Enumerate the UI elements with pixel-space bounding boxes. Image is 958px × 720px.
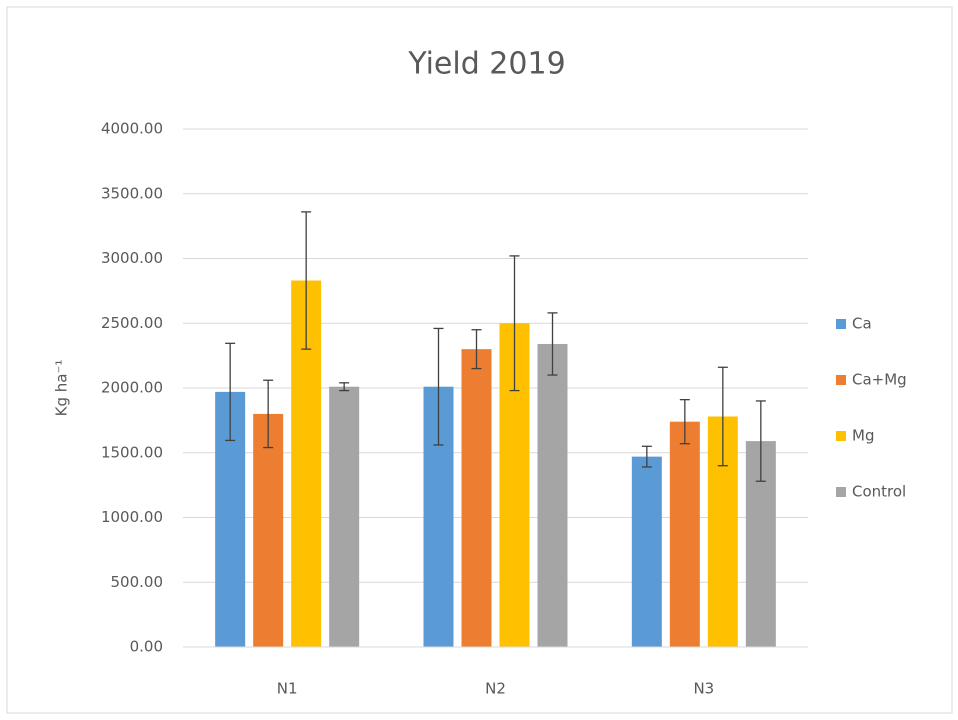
y-tick-label: 4000.00 xyxy=(101,120,163,138)
y-tick-label: 500.00 xyxy=(111,573,164,591)
y-tick-label: 1000.00 xyxy=(101,508,163,526)
legend-label: Ca+Mg xyxy=(852,371,907,389)
legend-swatch xyxy=(836,487,846,497)
bar xyxy=(669,421,700,647)
y-tick-label: 1500.00 xyxy=(101,443,163,461)
y-tick-label: 2500.00 xyxy=(101,314,163,332)
error-bar xyxy=(717,366,728,467)
error-bar xyxy=(509,255,520,392)
x-tick-label: N3 xyxy=(693,680,714,698)
error-bar xyxy=(641,445,652,468)
y-tick-label: 3500.00 xyxy=(101,184,163,202)
legend-swatch xyxy=(836,319,846,329)
y-tick-label: 3000.00 xyxy=(101,249,163,267)
legend-swatch xyxy=(836,375,846,385)
chart-title: Yield 2019 xyxy=(407,47,565,82)
bar xyxy=(329,386,360,647)
error-bar xyxy=(679,399,690,445)
error-bar xyxy=(339,382,350,392)
x-tick-label: N1 xyxy=(277,680,298,698)
error-bar xyxy=(301,211,312,350)
legend-label: Mg xyxy=(852,427,874,445)
error-bar xyxy=(225,342,236,442)
y-tick-label: 2000.00 xyxy=(101,379,163,397)
error-bar xyxy=(433,327,444,446)
error-bar xyxy=(471,329,482,370)
legend-label: Control xyxy=(852,483,906,501)
bar xyxy=(631,456,662,647)
error-bar xyxy=(547,312,558,376)
legend-label: Ca xyxy=(852,315,872,333)
y-axis-label: Kg ha⁻¹ xyxy=(53,360,71,417)
bar xyxy=(461,349,492,647)
x-tick-label: N2 xyxy=(485,680,506,698)
bar xyxy=(253,413,284,647)
bar xyxy=(537,343,568,647)
y-tick-label: 0.00 xyxy=(130,638,163,656)
error-bar xyxy=(263,379,274,449)
error-bar xyxy=(755,400,766,482)
legend-swatch xyxy=(836,431,846,441)
